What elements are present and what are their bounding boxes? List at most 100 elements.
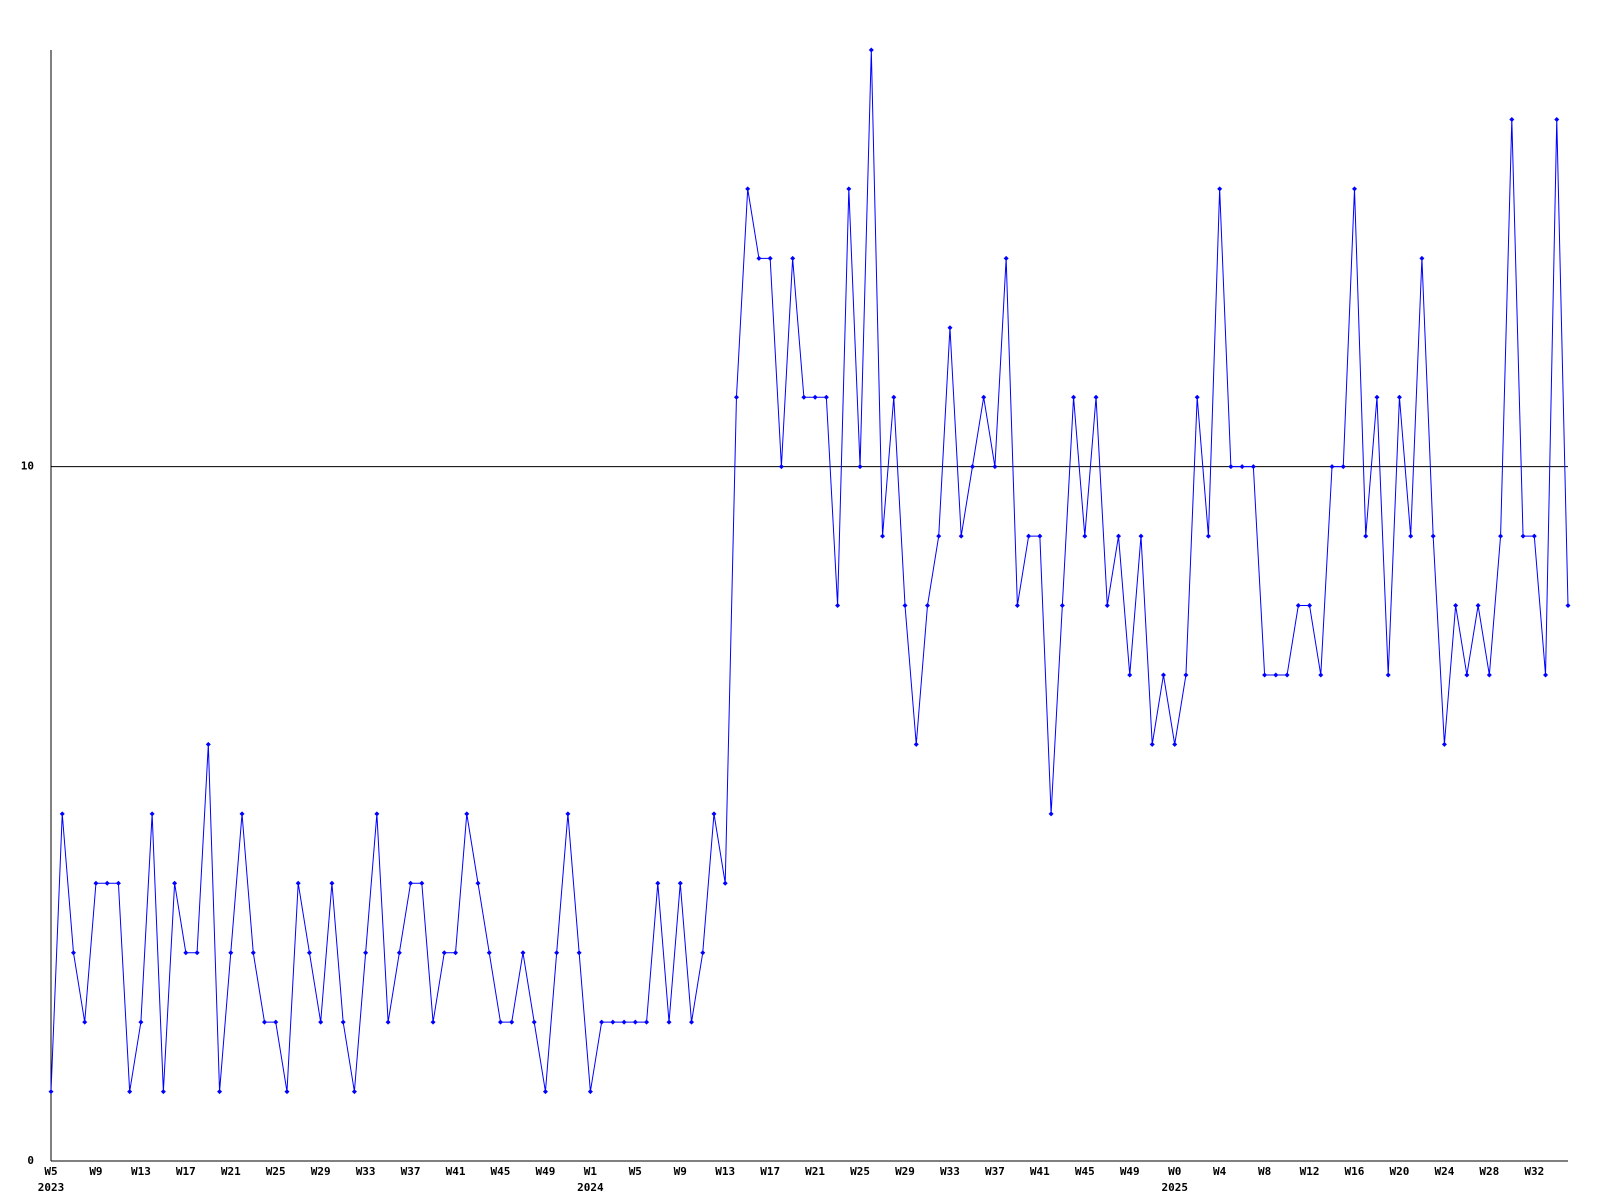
data-point: [217, 1089, 223, 1095]
data-point: [1385, 672, 1391, 678]
data-point: [689, 1019, 695, 1025]
data-point: [1262, 672, 1268, 678]
data-point: [756, 255, 762, 261]
x-tick-label: W32: [1524, 1165, 1544, 1178]
data-point: [1430, 533, 1436, 539]
data-point: [509, 1019, 515, 1025]
x-tick-label: W49: [535, 1165, 555, 1178]
data-point: [273, 1019, 279, 1025]
data-point: [351, 1089, 357, 1095]
x-tick-label: W8: [1258, 1165, 1271, 1178]
data-point: [902, 603, 908, 608]
data-point: [228, 950, 234, 956]
data-point: [1295, 603, 1301, 608]
data-point: [82, 1019, 88, 1025]
data-point: [846, 186, 852, 192]
data-point: [823, 394, 829, 400]
data-point: [958, 533, 964, 539]
data-point: [1374, 394, 1380, 400]
data-point: [475, 880, 481, 886]
data-point: [1565, 603, 1571, 608]
data-point: [1351, 186, 1357, 192]
data-point: [183, 950, 189, 956]
x-tick-label: W29: [311, 1165, 331, 1178]
data-point: [1194, 394, 1200, 400]
data-point: [453, 950, 459, 956]
data-point: [565, 811, 571, 817]
data-point: [722, 880, 728, 886]
data-point: [1239, 464, 1245, 470]
data-point: [295, 880, 301, 886]
data-point: [868, 47, 874, 53]
data-point: [1284, 672, 1290, 678]
data-point: [969, 464, 975, 470]
data-point: [115, 880, 121, 886]
x-tick-label: W20: [1390, 1165, 1410, 1178]
data-point: [59, 811, 65, 817]
data-point: [430, 1019, 436, 1025]
data-point: [1498, 533, 1504, 539]
data-point: [812, 394, 818, 400]
data-point: [542, 1089, 548, 1095]
data-point: [104, 880, 110, 886]
data-point: [385, 1019, 391, 1025]
data-point: [778, 464, 784, 470]
x-tick-label: W17: [760, 1165, 780, 1178]
x-tick-label: W33: [940, 1165, 960, 1178]
x-tick-label: W41: [1030, 1165, 1050, 1178]
data-point: [1071, 394, 1077, 400]
data-point: [1183, 672, 1189, 678]
data-point: [1273, 672, 1279, 678]
data-point: [531, 1019, 537, 1025]
x-tick-label: W33: [356, 1165, 376, 1178]
data-point: [554, 950, 560, 956]
x-tick-label: W12: [1300, 1165, 1320, 1178]
x-tick-label: W1: [584, 1165, 598, 1178]
data-point: [1453, 603, 1459, 608]
data-point: [835, 603, 841, 608]
data-point: [1419, 255, 1425, 261]
data-point: [172, 880, 178, 886]
x-tick-label: W4: [1213, 1165, 1227, 1178]
data-point: [1138, 533, 1144, 539]
x-tick-label: W25: [266, 1165, 286, 1178]
x-tick-label: W9: [89, 1165, 102, 1178]
data-point: [138, 1019, 144, 1025]
data-point: [1003, 255, 1009, 261]
x-tick-label: W16: [1345, 1165, 1365, 1178]
data-point: [790, 255, 796, 261]
data-point: [408, 880, 414, 886]
x-year-label: 2023: [38, 1181, 65, 1194]
x-tick-label: W5: [629, 1165, 642, 1178]
data-point: [149, 811, 155, 817]
data-point: [340, 1019, 346, 1025]
x-tick-label: W49: [1120, 1165, 1140, 1178]
data-point: [1116, 533, 1122, 539]
data-point: [947, 325, 953, 331]
data-point: [127, 1089, 133, 1095]
data-point: [666, 1019, 672, 1025]
data-point: [160, 1089, 166, 1095]
data-point: [1205, 533, 1211, 539]
data-point: [396, 950, 402, 956]
data-point: [1048, 811, 1054, 817]
data-point: [880, 533, 886, 539]
data-point: [1149, 741, 1155, 747]
data-point: [1127, 672, 1133, 678]
data-point: [700, 950, 706, 956]
data-point: [1509, 116, 1515, 122]
data-point: [486, 950, 492, 956]
data-point: [306, 950, 312, 956]
data-point: [48, 1089, 54, 1095]
data-point: [1543, 672, 1549, 678]
data-point: [1396, 394, 1402, 400]
x-tick-label: W37: [985, 1165, 1005, 1178]
data-point: [1217, 186, 1223, 192]
data-point: [1037, 533, 1043, 539]
data-point: [655, 880, 661, 886]
x-tick-label: W13: [131, 1165, 151, 1178]
x-tick-label: W9: [674, 1165, 687, 1178]
data-point: [1250, 464, 1256, 470]
data-point: [857, 464, 863, 470]
